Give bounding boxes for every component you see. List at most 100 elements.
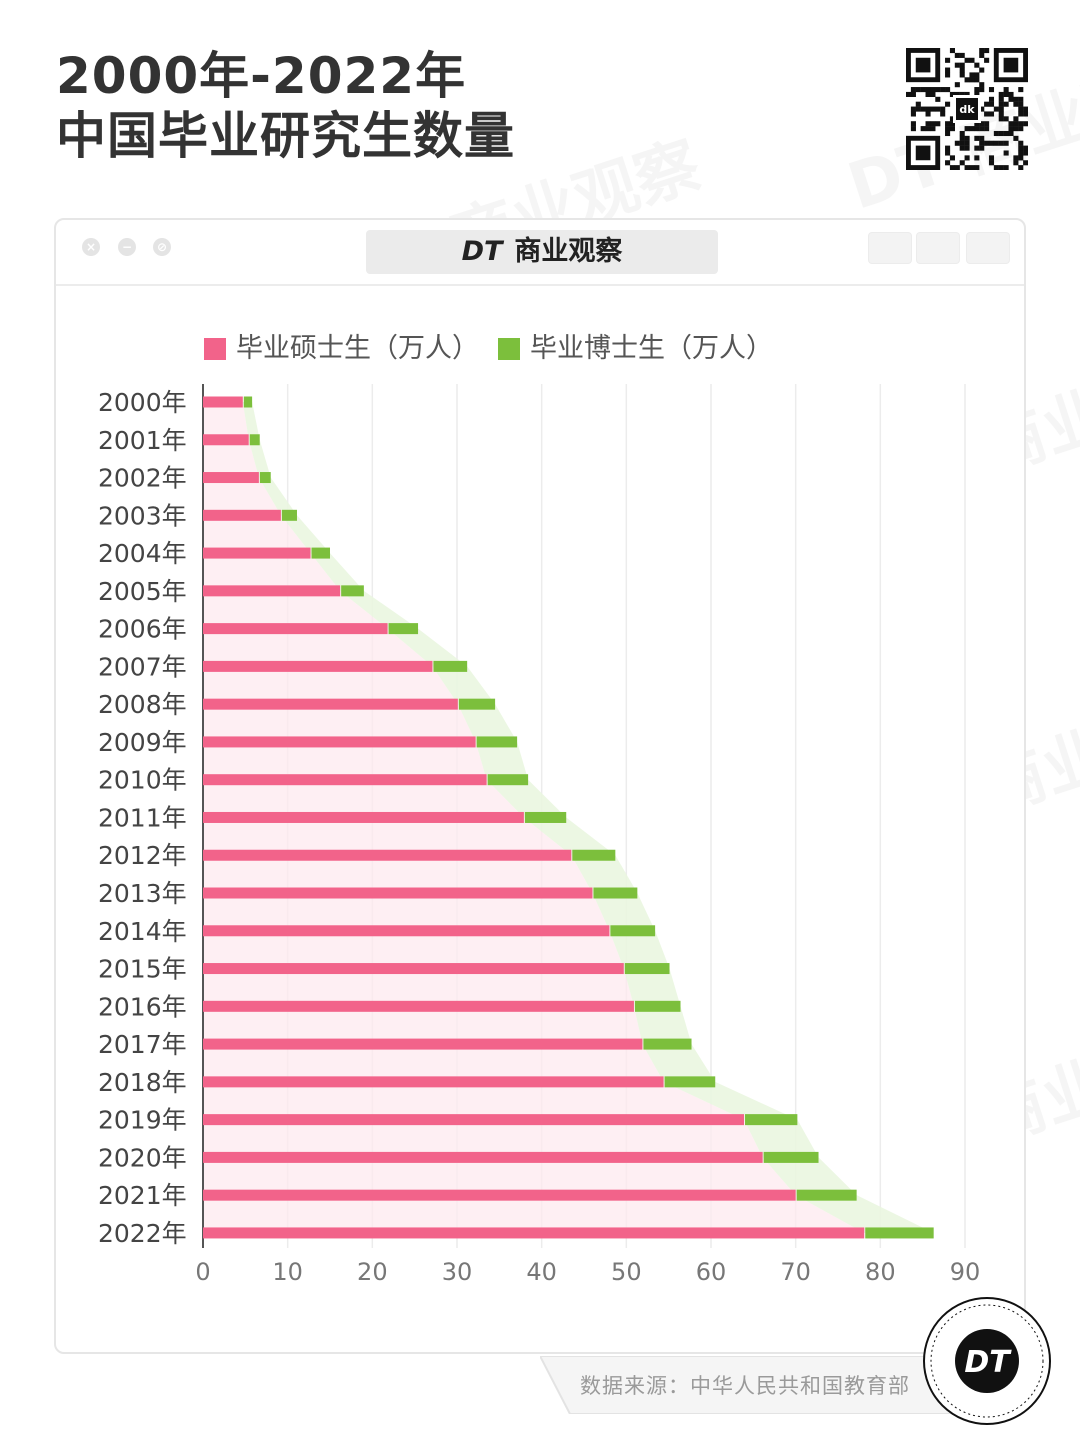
- qr-code-graphic: dk: [906, 48, 1029, 171]
- legend-masters: 毕业硕士生（万人）: [204, 332, 479, 366]
- minimize-icon[interactable]: −: [118, 238, 136, 256]
- bar-doctors: [643, 1038, 692, 1050]
- category-label: 2001年: [98, 426, 187, 455]
- legend-label-doctors: 毕业博士生（万人）: [530, 333, 773, 364]
- bar-doctors: [610, 925, 656, 937]
- bar-masters: [203, 1038, 643, 1050]
- dt-logo-icon: DT: [923, 1297, 1051, 1425]
- source-tab: [540, 1356, 960, 1414]
- bar-doctors: [624, 963, 670, 975]
- maximize-icon[interactable]: ⊘: [153, 238, 171, 256]
- category-label: 2002年: [98, 464, 187, 493]
- bar-masters: [203, 1227, 865, 1239]
- bar-masters: [203, 1076, 664, 1088]
- bar-doctors: [634, 1000, 681, 1012]
- bar-doctors: [341, 585, 364, 597]
- category-label: 2007年: [98, 652, 187, 681]
- category-label: 2012年: [98, 841, 187, 870]
- qr-code[interactable]: dk: [906, 48, 1029, 171]
- record-icon[interactable]: [868, 232, 912, 264]
- category-label: 2009年: [98, 728, 187, 757]
- legend-doctors: 毕业博士生（万人）: [498, 332, 773, 366]
- x-tick-label: 70: [780, 1258, 811, 1286]
- brand-logo-text: DT: [461, 236, 503, 267]
- bar-masters: [203, 1189, 796, 1201]
- bar-masters: [203, 774, 487, 786]
- bar-doctors: [763, 1151, 819, 1163]
- share-icon[interactable]: [916, 232, 960, 264]
- bar-masters: [203, 811, 524, 823]
- bar-doctors: [458, 698, 496, 710]
- category-label: 2000年: [98, 388, 187, 417]
- bar-masters: [203, 1000, 634, 1012]
- x-tick-label: 10: [272, 1258, 303, 1286]
- category-label: 2018年: [98, 1068, 187, 1097]
- bar-masters: [203, 585, 341, 597]
- bar-masters: [203, 963, 624, 975]
- bar-masters: [203, 434, 249, 446]
- bar-doctors: [249, 434, 260, 446]
- bar-masters: [203, 547, 311, 559]
- bar-doctors: [259, 472, 271, 484]
- x-tick-label: 80: [865, 1258, 896, 1286]
- bar-doctors: [433, 660, 468, 672]
- legend-label-masters: 毕业硕士生（万人）: [236, 333, 479, 364]
- bar-masters: [203, 887, 593, 899]
- x-tick-label: 40: [526, 1258, 557, 1286]
- brand-tab: DT 商业观察: [366, 230, 718, 274]
- bar-masters: [203, 660, 433, 672]
- bar-doctors: [796, 1189, 857, 1201]
- bar-doctors: [487, 774, 529, 786]
- bar-masters: [203, 698, 458, 710]
- category-label: 2021年: [98, 1181, 187, 1210]
- bar-masters: [203, 736, 476, 748]
- bar-doctors: [476, 736, 518, 748]
- category-label: 2013年: [98, 879, 187, 908]
- bar-masters: [203, 1114, 745, 1126]
- legend-swatch-doctors: [498, 338, 520, 360]
- page-title: 2000年-2022年 中国毕业研究生数量: [56, 46, 515, 166]
- window-title-bar: × − ⊘ DT 商业观察: [56, 220, 1024, 286]
- bar-doctors: [311, 547, 330, 559]
- category-label: 2022年: [98, 1219, 187, 1248]
- category-label: 2010年: [98, 766, 187, 795]
- title-line-2: 中国毕业研究生数量: [56, 107, 515, 165]
- category-label: 2020年: [98, 1143, 187, 1172]
- qr-center-label: dk: [959, 103, 975, 116]
- bar-doctors: [388, 623, 419, 635]
- x-tick-label: 30: [442, 1258, 473, 1286]
- copy-icon[interactable]: [966, 232, 1010, 264]
- brand-name: 商业观察: [514, 236, 623, 267]
- bar-masters: [203, 509, 281, 521]
- close-icon[interactable]: ×: [82, 238, 100, 256]
- data-source: 数据来源：中华人民共和国教育部: [580, 1374, 910, 1398]
- x-tick-label: 90: [950, 1258, 981, 1286]
- category-label: 2011年: [98, 803, 187, 832]
- category-label: 2019年: [98, 1106, 187, 1135]
- bar-doctors: [865, 1227, 934, 1239]
- bar-masters: [203, 1151, 763, 1163]
- x-tick-label: 0: [195, 1258, 210, 1286]
- category-label: 2014年: [98, 917, 187, 946]
- legend-swatch-masters: [204, 338, 226, 360]
- bar-masters: [203, 849, 572, 861]
- svg-text:DT: DT: [964, 1345, 1012, 1380]
- x-tick-label: 50: [611, 1258, 642, 1286]
- category-label: 2005年: [98, 577, 187, 606]
- bar-doctors: [745, 1114, 798, 1126]
- title-line-1: 2000年-2022年: [56, 47, 467, 105]
- bar-doctors: [281, 509, 297, 521]
- category-label: 2008年: [98, 690, 187, 719]
- x-tick-label: 20: [357, 1258, 388, 1286]
- category-label: 2017年: [98, 1030, 187, 1059]
- bar-doctors: [243, 396, 253, 408]
- category-label: 2006年: [98, 615, 187, 644]
- bar-doctors: [664, 1076, 716, 1088]
- category-label: 2016年: [98, 992, 187, 1021]
- masters-area: [203, 402, 865, 1233]
- bar-doctors: [524, 811, 567, 823]
- category-label: 2003年: [98, 501, 187, 530]
- bar-doctors: [572, 849, 616, 861]
- category-label: 2015年: [98, 955, 187, 984]
